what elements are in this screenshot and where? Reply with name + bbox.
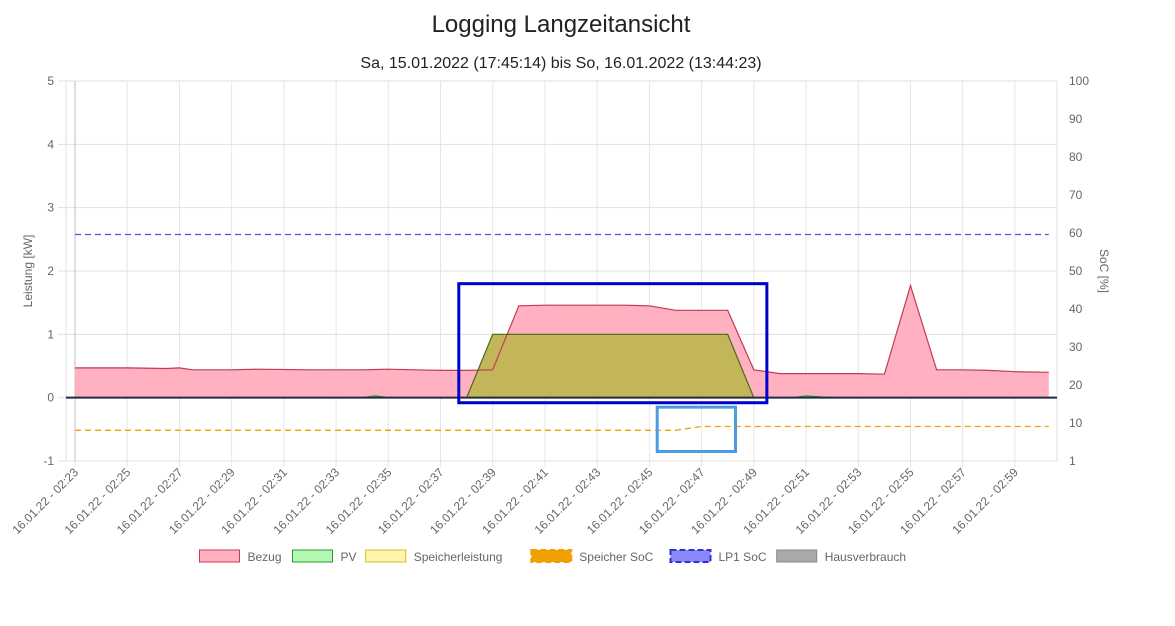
y-tick-label: 4 [47, 137, 54, 151]
y2-tick-label: 20 [1069, 378, 1083, 392]
legend-item-speicher-soc[interactable]: Speicher SoC [530, 549, 654, 564]
y2-axis-title: SoC [%] [1097, 249, 1111, 293]
y2-tick-label: 40 [1069, 302, 1083, 316]
y-axis-left: 5 4 3 2 1 0 -1 [43, 74, 54, 468]
legend-item-hausverbrauch[interactable]: Hausverbrauch [776, 549, 906, 564]
legend-swatch [776, 549, 818, 563]
annotation-box [655, 405, 738, 453]
legend: Bezug PV Speicherleistung Speicher SoC LP1 S… [199, 549, 906, 564]
series-lines [66, 233, 1057, 431]
y2-tick-label: 90 [1069, 112, 1083, 126]
y-tick-label: 5 [47, 74, 54, 88]
legend-item-pv[interactable]: PV [292, 549, 357, 564]
legend-label: Speicherleistung [414, 550, 503, 564]
y-tick-label: 3 [47, 201, 54, 215]
y2-tick-label: 100 [1069, 74, 1089, 88]
y-axis-right: 100 90 80 70 60 50 40 30 20 10 1 [1069, 74, 1089, 468]
annotations [457, 282, 769, 453]
y-axis-title: Leistung [kW] [21, 235, 35, 308]
y2-tick-label: 80 [1069, 150, 1083, 164]
chart-subtitle: Sa, 15.01.2022 (17:45:14) bis So, 16.01.… [360, 55, 761, 72]
y-tick-label: 0 [47, 391, 54, 405]
legend-swatch [530, 549, 573, 563]
y-tick-label: 2 [47, 264, 54, 278]
area-overlap [466, 334, 754, 398]
y2-tick-label: 70 [1069, 188, 1083, 202]
legend-item-lp1-soc[interactable]: LP1 SoC [669, 549, 767, 564]
legend-swatch [365, 549, 407, 563]
legend-swatch [292, 549, 333, 563]
grid [58, 80, 1058, 467]
line-speicher-soc [75, 425, 1049, 431]
legend-item-bezug[interactable]: Bezug [199, 549, 282, 564]
legend-swatch [199, 549, 240, 563]
y2-tick-label: 10 [1069, 416, 1083, 430]
legend-label: LP1 SoC [719, 550, 767, 564]
line-bezug [75, 283, 1049, 375]
y2-tick-label: 30 [1069, 340, 1083, 354]
legend-label: PV [341, 550, 357, 564]
series-areas [75, 285, 1049, 398]
legend-label: Speicher SoC [579, 550, 653, 564]
y2-tick-label: 60 [1069, 226, 1083, 240]
legend-label: Hausverbrauch [825, 550, 906, 564]
legend-label: Bezug [248, 550, 282, 564]
y2-tick-label: 50 [1069, 264, 1083, 278]
y-tick-label: 1 [47, 327, 54, 341]
legend-swatch [669, 549, 712, 563]
annotation-box [457, 282, 769, 405]
legend-item-speicherleistung[interactable]: Speicherleistung [365, 549, 503, 564]
chart-title: Logging Langzeitansicht [432, 11, 691, 38]
y-tick-label: -1 [43, 454, 54, 468]
line-overlap [466, 333, 755, 398]
y2-tick-label: 1 [1069, 454, 1076, 468]
